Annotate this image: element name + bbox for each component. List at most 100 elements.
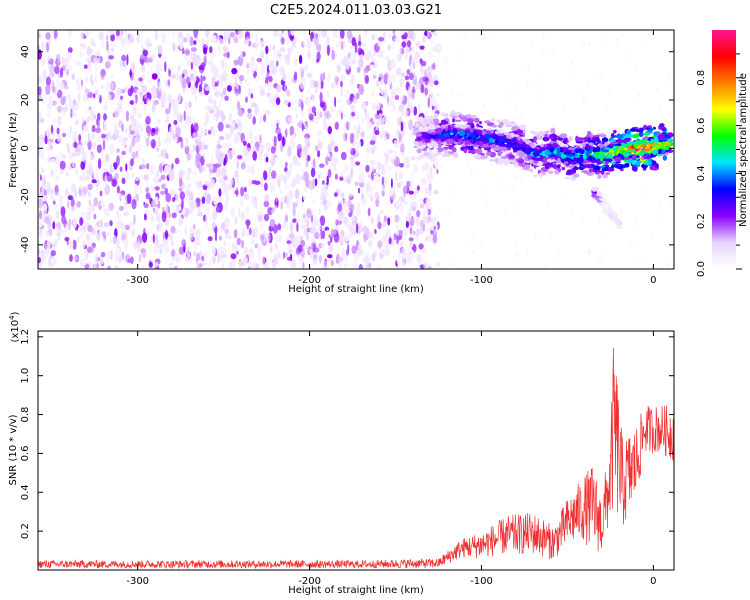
noise-blob [598,257,602,263]
noise-blob [380,209,384,215]
noise-blob [69,125,72,135]
noise-blob [306,72,313,78]
noise-blob [207,236,213,242]
noise-blob [149,184,155,193]
noise-blob [640,170,644,176]
noise-blob [356,140,362,149]
noise-blob [50,169,54,178]
noise-blob [72,217,78,229]
noise-blob [285,214,288,223]
noise-blob [257,214,263,222]
noise-blob [171,249,176,257]
noise-blob [248,178,253,187]
noise-blob [269,246,273,252]
signal-core-blob [522,144,529,147]
snr-panel: -300 -200 -100 0 0.20.40.60.81.01.2 Height … [8,311,675,596]
noise-blob [421,164,426,172]
noise-blob [194,95,198,102]
noise-blob [137,143,142,153]
noise-blob [364,74,369,84]
noise-blob [341,208,344,220]
noise-blob [116,185,120,194]
noise-blob [309,254,314,260]
noise-blob [344,239,347,245]
noise-blob [296,234,302,244]
noise-blob [277,131,282,142]
signal-core-blob [503,132,511,136]
noise-blob [526,82,529,88]
signal-halo-blob [542,136,550,142]
signal-halo-blob [513,165,520,168]
noise-blob [276,60,279,67]
noise-blob [148,57,153,63]
signal-halo-blob [572,173,580,178]
noise-blob [287,117,292,123]
signal-core-blob [606,145,613,148]
noise-blob [353,153,358,160]
noise-blob [211,63,214,75]
noise-blob [580,218,584,224]
noise-blob [120,95,124,100]
noise-blob [49,73,55,78]
noise-blob [70,183,77,193]
noise-blob [412,32,415,42]
noise-blob [260,182,264,188]
noise-blob [333,231,340,243]
noise-blob [219,38,224,44]
signal-core-blob [579,149,585,155]
noise-blob [45,84,51,96]
noise-blob [231,242,236,252]
noise-blob [282,31,285,38]
noise-blob [48,39,51,48]
signal-core-blob [538,149,542,153]
noise-blob [396,199,400,208]
noise-blob [434,189,438,195]
noise-blob [392,30,397,36]
noise-blob [302,213,306,219]
signal-core-blob [548,147,556,153]
signal-core-blob [658,148,662,154]
colorbar-gradient [712,30,736,269]
noise-blob [436,92,439,97]
noise-blob [312,58,317,65]
noise-blob [79,234,82,240]
noise-blob [68,221,71,231]
noise-blob [231,120,236,131]
noise-blob [173,120,178,125]
noise-blob [494,117,498,122]
noise-blob [88,260,92,269]
noise-blob [547,200,550,206]
signal-halo-blob [474,117,480,123]
signal-core-blob [452,136,459,139]
noise-blob [347,147,352,152]
noise-blob [449,91,453,97]
noise-blob [254,243,259,249]
noise-blob [42,194,48,202]
noise-blob [156,168,160,178]
spectrogram-y-tick-label: 20 [20,94,31,107]
noise-blob [260,145,264,155]
noise-blob [58,195,63,204]
noise-blob [361,116,364,124]
noise-blob [306,208,312,219]
noise-blob [98,31,101,37]
noise-blob [104,175,108,183]
noise-blob [424,87,429,96]
noise-blob [263,200,270,208]
noise-blob [54,30,58,39]
noise-blob [371,166,375,172]
noise-blob [434,261,441,267]
noise-blob [38,180,41,190]
noise-blob [129,33,134,44]
noise-blob [211,35,217,44]
noise-blob [160,190,165,195]
noise-blob [121,123,124,132]
noise-blob [59,151,63,157]
noise-blob [358,84,365,95]
signal-core-blob [416,133,423,137]
signal-core-blob [559,142,565,148]
noise-blob [171,167,175,176]
signal-halo-blob [480,153,485,156]
signal-halo-blob [512,160,518,165]
noise-blob [119,155,124,162]
